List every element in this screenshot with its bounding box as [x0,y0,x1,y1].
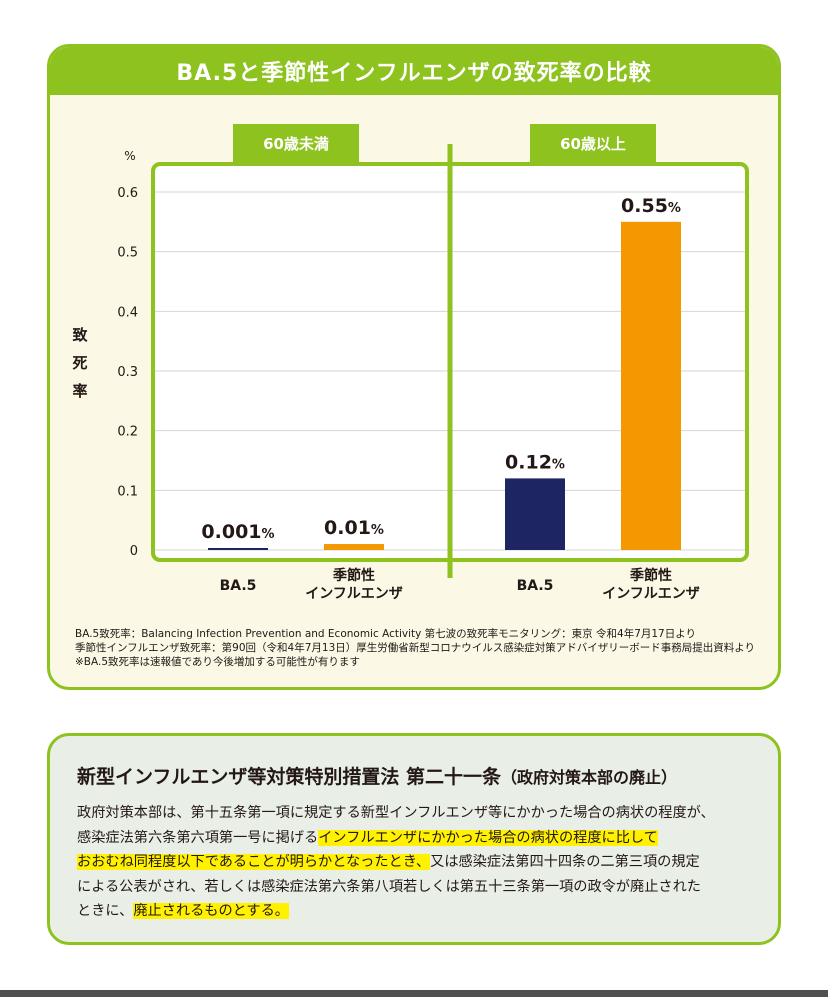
law-text: による公表がされ、若しくは感染症法第六条第八項若しくは第五十三条第一項の政令が廃… [77,878,701,895]
law-title-main: 新型インフルエンザ等対策特別措置法 第二十一条 [77,766,502,788]
group-label: 60歳未満 [263,135,329,153]
law-line: ときに、廃止されるものとする。 [77,899,767,924]
source-notes: BA.5致死率：Balancing Infection Prevention a… [75,627,765,669]
law-line: 政府対策本部は、第十五条第一項に規定する新型インフルエンザ等にかかった場合の病状… [77,801,767,826]
x-category-label: インフルエンザ [602,586,700,602]
source-note: 季節性インフルエンザ致死率：第90回（令和4年7月13日）厚生労働省新型コロナウ… [75,642,756,654]
bottom-bar [0,990,828,997]
bar-chart: 0 0.1 0.2 0.3 0.4 0.5 0.6% 致死率 60歳未満 0.001% BA.5 0.… [72,124,749,602]
chart-title: BA.5と季節性インフルエンザの致死率の比較 [50,47,778,95]
law-line: おおむね同程度以下であることが明らかとなったとき、又は感染症法第四十四条の二第三… [77,850,767,875]
y-tick-label: 0 [130,544,138,559]
law-text: 感染症法第六条第六項第一号に掲げる [77,829,319,846]
source-note: ※BA.5致死率は速報値であり今後増加する可能性が有ります [75,656,360,668]
y-tick-label: 0.6 [117,186,138,201]
bar [505,478,565,550]
group-label: 60歳以上 [560,135,626,153]
data-label: 0.12% [505,451,565,473]
highlighted-text: 廃止されるものとする。 [133,903,289,919]
law-text: 又は感染症法第四十四条の二第三項の規定 [430,854,700,870]
law-text: 政府対策本部は、第十五条第一項に規定する新型インフルエンザ等にかかった場合の病状… [77,805,715,821]
y-axis-label: 致 [72,326,88,344]
x-category-label: BA.5 [517,578,554,594]
y-axis-label: 率 [72,382,87,400]
law-body: 政府対策本部は、第十五条第一項に規定する新型インフルエンザ等にかかった場合の病状… [77,801,767,924]
law-text: ときに、 [77,903,134,919]
x-category-label: 季節性 [629,567,672,584]
data-label: 0.01% [324,517,384,539]
group-label-box [530,124,656,162]
y-tick-label: 0.1 [117,484,138,499]
bar [621,221,681,551]
highlighted-text: インフルエンザにかかった場合の病状の程度に比して [318,829,658,846]
source-note: BA.5致死率：Balancing Infection Prevention a… [75,628,697,640]
bar [208,548,268,550]
x-category-label: BA.5 [220,578,257,594]
group-label-box [233,124,359,162]
law-title: 新型インフルエンザ等対策特別措置法 第二十一条（政府対策本部の廃止） [77,762,677,789]
y-tick-label: 0.3 [117,365,138,380]
data-label: 0.55% [621,195,681,217]
x-category-label: 季節性 [332,567,375,584]
highlighted-text: おおむね同程度以下であることが明らかとなったとき、 [77,854,431,870]
law-title-sub: （政府対策本部の廃止） [501,768,678,787]
x-category-label: インフルエンザ [305,586,403,602]
law-line: 感染症法第六条第六項第一号に掲げるインフルエンザにかかった場合の病状の程度に比し… [77,826,767,851]
y-axis-label: 死 [72,354,87,372]
y-tick-label: 0.2 [117,425,138,440]
chart-panel: BA.5と季節性インフルエンザの致死率の比較 0 0.1 0.2 0.3 0.4 0.5 0… [47,44,781,690]
y-tick-label: 0.4 [117,305,138,320]
law-panel: 新型インフルエンザ等対策特別措置法 第二十一条（政府対策本部の廃止） 政府対策本… [47,733,781,945]
law-line: による公表がされ、若しくは感染症法第六条第八項若しくは第五十三条第一項の政令が廃… [77,875,767,900]
bar [324,544,384,550]
y-tick-label: 0.5 [117,246,138,261]
data-label: 0.001% [201,521,274,543]
y-unit-label: % [124,149,135,163]
